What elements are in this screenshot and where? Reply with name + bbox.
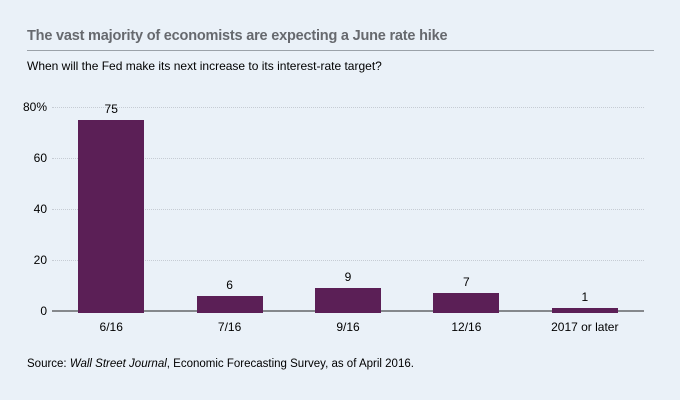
y-axis-tick-label: 60	[33, 151, 47, 165]
bar-slot: 75 6/16	[52, 102, 170, 334]
chart-title: The vast majority of economists are expe…	[27, 29, 654, 51]
bar	[78, 119, 145, 313]
bar	[314, 288, 381, 313]
bar-value-label: 6	[226, 277, 233, 292]
y-axis-tick-label: 20	[33, 253, 47, 267]
x-axis-label: 7/16	[217, 320, 242, 334]
x-axis-label: 2017 or later	[551, 320, 619, 334]
source-suffix: , Economic Forecasting Survey, as of Apr…	[166, 358, 414, 370]
bar-value-label: 9	[344, 270, 352, 285]
x-axis-label: 9/16	[336, 320, 360, 334]
bar	[551, 308, 618, 313]
bar	[433, 293, 500, 313]
source-publication: Wall Street Journal	[69, 358, 167, 370]
y-axis-tick-label: 40	[33, 202, 47, 216]
chart-header: The vast majority of economists are expe…	[27, 29, 654, 73]
bar-slot: 6 7/16	[170, 107, 288, 334]
plot-area: 75 6/16 6 7/16 9 9/16 7 12/16 1 2017 or later 80%…	[23, 100, 644, 334]
source-prefix: Source:	[27, 358, 70, 370]
gridline-60	[52, 158, 644, 159]
x-axis-label: 6/16	[99, 320, 123, 334]
gridline-80	[52, 107, 644, 108]
gridline-20	[52, 260, 644, 261]
bars-container: 75 6/16 6 7/16 9 9/16 7 12/16 1 2017 or later	[52, 102, 644, 334]
bar-slot: 1 2017 or later	[526, 107, 644, 334]
bar-value-label: 7	[463, 275, 470, 290]
gridline-40	[52, 209, 644, 210]
y-axis-tick-label: 80%	[22, 100, 47, 114]
source-line: Source: Wall Street Journal, Economic Fo…	[27, 358, 414, 370]
bar-value-label: 1	[581, 290, 589, 305]
chart-subtitle: When will the Fed make its next increase…	[27, 59, 382, 73]
bar-slot: 7 12/16	[407, 107, 525, 334]
bar-slot: 9 9/16	[289, 107, 407, 334]
bar-value-label: 75	[104, 101, 118, 116]
bar	[196, 295, 263, 313]
y-axis-tick-label: 0	[40, 304, 47, 318]
x-axis-label: 12/16	[451, 320, 482, 334]
